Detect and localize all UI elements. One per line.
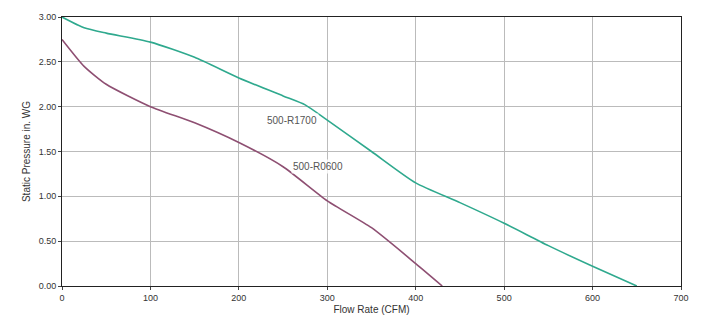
svg-text:300: 300 (320, 293, 335, 303)
svg-text:600: 600 (585, 293, 600, 303)
svg-text:3.00: 3.00 (39, 12, 57, 22)
svg-text:0.00: 0.00 (39, 281, 57, 291)
svg-text:200: 200 (231, 293, 246, 303)
svg-text:100: 100 (143, 293, 158, 303)
svg-text:400: 400 (408, 293, 423, 303)
svg-text:1.50: 1.50 (39, 147, 57, 157)
svg-text:2.50: 2.50 (39, 57, 57, 67)
svg-text:500-R1700: 500-R1700 (267, 115, 317, 126)
svg-text:Flow Rate (CFM): Flow Rate (CFM) (333, 304, 409, 315)
svg-text:0: 0 (59, 293, 64, 303)
svg-text:Static Pressure in. WG: Static Pressure in. WG (21, 101, 32, 202)
svg-text:0.50: 0.50 (39, 236, 57, 246)
svg-text:1.00: 1.00 (39, 191, 57, 201)
svg-text:500: 500 (497, 293, 512, 303)
svg-text:2.00: 2.00 (39, 102, 57, 112)
svg-text:500-R0600: 500-R0600 (293, 161, 343, 172)
svg-text:700: 700 (673, 293, 688, 303)
